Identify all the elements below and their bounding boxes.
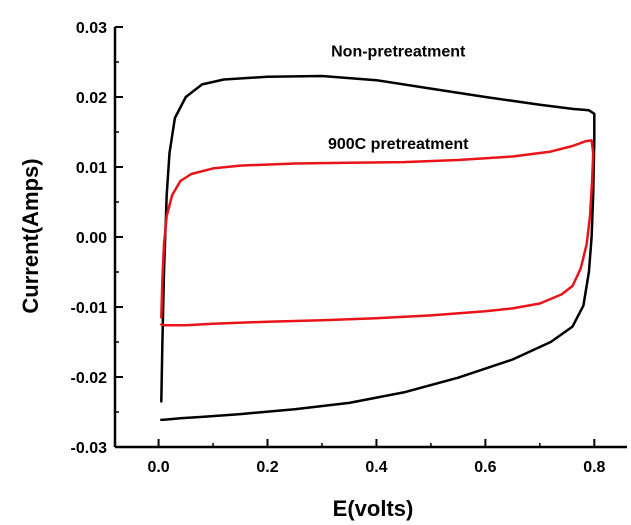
x-tick-label: 0.2 (256, 459, 278, 476)
y-tick-label: -0.02 (71, 370, 108, 387)
x-tick-label: 0.8 (583, 459, 605, 476)
series-layer (160, 74, 596, 421)
y-axis-title: Current(Amps) (18, 158, 43, 313)
x-axis-title: E(volts) (333, 496, 414, 521)
x-tick-label: 0.6 (474, 459, 496, 476)
y-tick-label: 0.03 (76, 20, 107, 37)
annotation-layer: Non-pretreatment 900C pretreatment (328, 43, 469, 152)
x-tick-label: 0.0 (147, 459, 169, 476)
y-tick-label: 0.02 (76, 90, 107, 107)
y-tick-label: -0.01 (71, 300, 108, 317)
non-pretreatment-curve (160, 74, 596, 421)
y-tick-label: 0.01 (76, 160, 107, 177)
pretreatment-900c-curve (160, 139, 595, 327)
non-pretreatment-label: Non-pretreatment (331, 43, 466, 60)
pretreatment-900c-label: 900C pretreatment (328, 136, 469, 153)
x-tick-label: 0.4 (365, 459, 387, 476)
y-tick-label: -0.03 (71, 440, 108, 457)
axes-layer: 0.0 0.2 0.4 0.6 0.8 -0.03 -0.02 -0.01 0.00 0.01 0.… (71, 20, 627, 476)
y-tick-label: 0.00 (76, 230, 107, 247)
